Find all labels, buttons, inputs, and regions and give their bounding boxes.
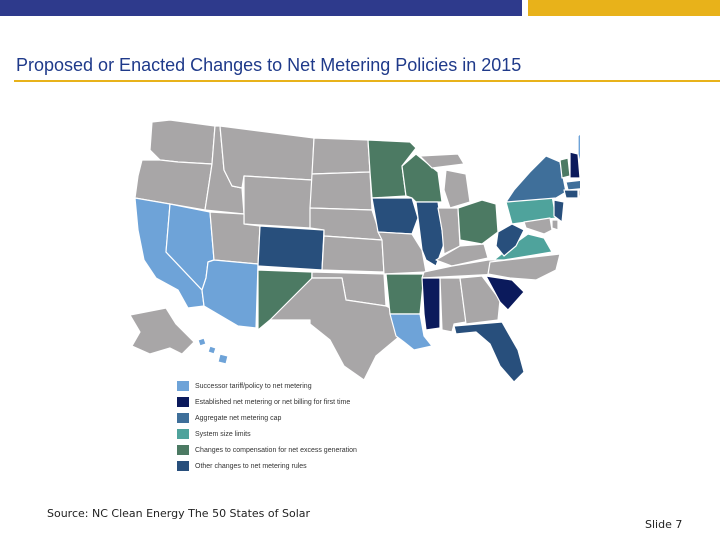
- state-GA: [459, 275, 501, 325]
- state-TX: [269, 277, 403, 381]
- state-MD: [523, 217, 553, 235]
- state-WA: [149, 119, 216, 165]
- legend-item-successor: Successor tariff/policy to net metering: [177, 378, 357, 394]
- state-NC: [487, 253, 561, 281]
- state-HI: [197, 337, 229, 365]
- map-legend: Successor tariff/policy to net metering E…: [177, 378, 357, 474]
- legend-label-established: Established net metering or net billing …: [195, 398, 351, 406]
- legend-item-compensation: Changes to compensation for net excess g…: [177, 442, 357, 458]
- state-MO: [377, 231, 427, 275]
- state-DE: [551, 219, 559, 231]
- state-LA: [389, 313, 433, 351]
- state-OH: [457, 199, 499, 245]
- state-ND: [311, 137, 371, 175]
- legend-label-other: Other changes to net metering rules: [195, 462, 307, 470]
- legend-swatch-successor: [177, 381, 189, 391]
- legend-item-established: Established net metering or net billing …: [177, 394, 357, 410]
- state-AZ: [201, 259, 259, 329]
- state-CT: [563, 189, 579, 199]
- state-AK: [129, 307, 195, 355]
- legend-label-size: System size limits: [195, 430, 251, 438]
- legend-item-other: Other changes to net metering rules: [177, 458, 357, 474]
- legend-item-size: System size limits: [177, 426, 357, 442]
- legend-swatch-compensation: [177, 445, 189, 455]
- state-FL: [453, 321, 525, 383]
- state-KS: [321, 235, 385, 273]
- legend-swatch-other: [177, 461, 189, 471]
- state-IA: [371, 197, 419, 235]
- state-SC: [485, 275, 525, 311]
- legend-swatch-established: [177, 397, 189, 407]
- state-AR: [385, 273, 425, 315]
- legend-swatch-cap: [177, 413, 189, 423]
- legend-item-cap: Aggregate net metering cap: [177, 410, 357, 426]
- state-NH: [569, 151, 580, 179]
- slide-title: Proposed or Enacted Changes to Net Meter…: [16, 55, 522, 75]
- legend-label-successor: Successor tariff/policy to net metering: [195, 382, 312, 390]
- state-NY: [505, 155, 567, 203]
- state-MS: [421, 277, 441, 331]
- state-SD: [309, 171, 373, 211]
- state-WY: [243, 175, 313, 229]
- legend-swatch-size: [177, 429, 189, 439]
- state-RI: [578, 189, 580, 197]
- state-KY: [435, 243, 489, 267]
- header-bar-navy: [0, 0, 522, 16]
- title-underline: [14, 80, 720, 82]
- legend-label-compensation: Changes to compensation for net excess g…: [195, 446, 357, 454]
- state-NJ: [553, 199, 565, 223]
- state-ME: [577, 133, 580, 165]
- slide-number: Slide 7: [645, 518, 683, 531]
- us-map: [120, 110, 580, 400]
- source-note: Source: NC Clean Energy The 50 States of…: [47, 507, 311, 520]
- state-MA: [565, 179, 580, 191]
- header-bar-gold: [528, 0, 720, 16]
- state-MI-up: [419, 153, 465, 169]
- state-VT: [559, 157, 571, 179]
- state-CO: [257, 225, 325, 271]
- state-MI: [443, 169, 471, 209]
- legend-label-cap: Aggregate net metering cap: [195, 414, 282, 422]
